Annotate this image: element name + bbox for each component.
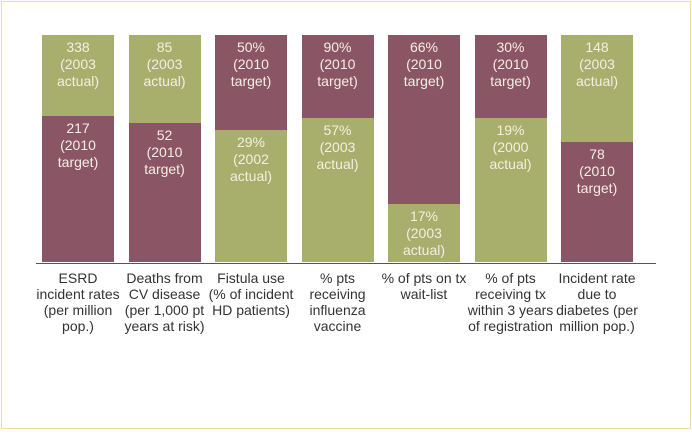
baseline: [36, 263, 656, 264]
segment-label: 57% (2003 actual): [302, 122, 374, 173]
value-note: (2003 actual): [575, 56, 619, 89]
value-note: (2010 target): [317, 56, 358, 89]
category-label: Deaths from CV disease (per 1,000 pt yea…: [124, 270, 205, 334]
bar-segment: [215, 35, 287, 131]
value-label: 66%: [409, 39, 439, 55]
bar-segment: [474, 35, 547, 119]
segment-label: 19% (2000 actual): [475, 122, 547, 173]
segment-label: 30% (2010 target): [475, 39, 547, 90]
value-note: (2010 target): [403, 56, 445, 89]
segment-label: 78 (2010 target): [561, 146, 633, 197]
bar-segment: [128, 35, 201, 124]
value-note: (2003 actual): [402, 224, 446, 258]
segment-label: 50% (2010 target): [215, 39, 287, 90]
value-label: 57%: [323, 122, 352, 139]
value-label: 148: [585, 39, 609, 55]
bar-segment: [42, 116, 114, 262]
bar-segment: [128, 123, 201, 262]
segment-label: 338 (2003 actual): [42, 39, 114, 90]
value-label: 338: [66, 39, 90, 55]
value-note: (2003 actual): [143, 56, 186, 89]
value-note: (2003 actual): [316, 139, 359, 173]
segment-label: 85 (2003 actual): [129, 39, 201, 90]
bar-segment: [301, 35, 374, 119]
value-note: (2010 target): [490, 56, 531, 89]
value-label: 29%: [236, 134, 266, 151]
segment-label: 66% (2010 target): [388, 39, 460, 90]
value-note: (2003 actual): [56, 56, 100, 89]
value-note: (2000 actual): [489, 139, 532, 173]
bar-segment: [388, 35, 460, 204]
value-label: 52: [156, 127, 173, 144]
category-label: ESRD incident rates (per million pop.): [36, 270, 120, 334]
category-label: % of pts on tx wait-list: [381, 270, 467, 302]
value-note: (2010 target): [576, 163, 618, 197]
value-label: 17%: [409, 207, 439, 224]
bar-segment: [301, 118, 374, 262]
bar-segment: [474, 118, 547, 262]
category-label: Incident rate due to diabetes (per milli…: [556, 270, 638, 334]
segment-label: 17% (2003 actual): [388, 208, 460, 259]
bar-segment: [215, 130, 287, 262]
value-label: 19%: [496, 122, 525, 139]
bar-segment: [561, 142, 633, 262]
segment-label: 217 (2010 target): [42, 120, 114, 171]
value-label: 217: [66, 120, 90, 137]
value-note: (2010 target): [230, 56, 272, 89]
value-note: (2010 target): [57, 137, 99, 171]
value-label: 85: [156, 39, 173, 55]
bar-segment: [388, 203, 460, 262]
category-label: % pts receiving influenza vaccine: [309, 270, 366, 334]
value-label: 50%: [236, 39, 266, 55]
value-label: 78: [589, 146, 605, 163]
value-label: 90%: [323, 39, 352, 55]
value-label: 30%: [496, 39, 525, 55]
segment-label: 29% (2002 actual): [215, 134, 287, 185]
value-note: (2010 target): [144, 144, 185, 178]
category-label: % of pts receiving tx within 3 years of …: [467, 270, 554, 334]
frame: [1, 1, 691, 429]
value-note: (2002 actual): [229, 151, 273, 185]
bar-segment: [561, 35, 633, 143]
bar-segment: [42, 35, 114, 117]
category-label: Fistula use (% of incident HD patients): [208, 270, 294, 318]
segment-label: 148 (2003 actual): [561, 39, 633, 90]
segment-label: 90% (2010 target): [302, 39, 374, 90]
segment-label: 52 (2010 target): [129, 127, 201, 178]
